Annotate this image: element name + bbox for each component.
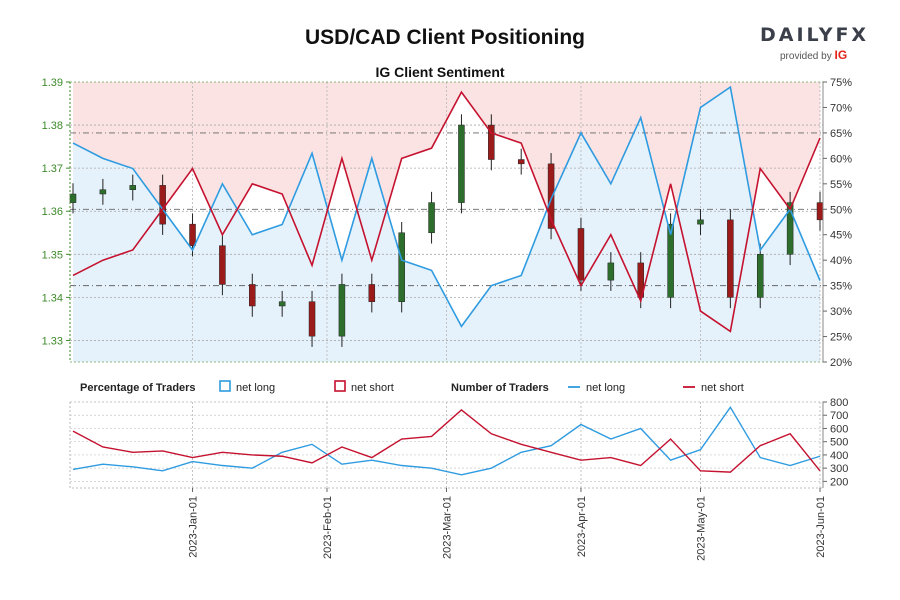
candle-body — [637, 262, 644, 298]
candle-body — [577, 228, 585, 281]
sentiment-tick-label: 65% — [830, 128, 852, 140]
traders-tick-label: 300 — [830, 463, 848, 475]
price-tick-label: 1.36 — [42, 206, 63, 218]
sentiment-tick-label: 75% — [830, 77, 852, 89]
candle-body — [727, 219, 734, 298]
price-tick-label: 1.38 — [42, 120, 63, 132]
candle-body — [428, 202, 435, 234]
candle-body — [129, 185, 137, 190]
sentiment-tick-label: 50% — [830, 204, 852, 216]
traders-tick-label: 700 — [830, 410, 848, 422]
brand-sub: provided by IG — [760, 48, 870, 62]
dailyfx-logo: DAILYFX provided by IG — [760, 24, 870, 62]
x-tick-label: 2023-Mar-01 — [442, 496, 454, 559]
price-tick-label: 1.35 — [42, 249, 63, 261]
legend-pct-title: Percentage of Traders — [80, 382, 196, 394]
sentiment-tick-label: 30% — [830, 306, 852, 318]
candle-body — [398, 232, 405, 302]
candle-body — [69, 193, 77, 203]
brand-provided: provided by — [780, 51, 832, 62]
x-tick-label: 2023-Feb-01 — [322, 496, 334, 559]
sentiment-tick-label: 45% — [830, 230, 852, 242]
net-long-pct-line — [72, 85, 821, 328]
brand-main: DAILYFX — [760, 24, 870, 46]
legend-num-long-label: net long — [586, 382, 625, 394]
x-axis: 2023-Jan-01 2023-Feb-01 2023-Mar-01 2023-Ap… — [188, 488, 827, 561]
sentiment-tick-label: 40% — [830, 255, 852, 267]
traders-net-short-line — [72, 409, 821, 473]
sentiment-tick-label: 60% — [830, 153, 852, 165]
candle-body — [338, 284, 346, 337]
candle-body — [368, 284, 376, 302]
candle-body — [547, 163, 555, 229]
candle-body — [697, 219, 704, 225]
sentiment-tick-label: 55% — [830, 179, 852, 191]
candle-body — [308, 301, 316, 337]
candle-body — [756, 254, 764, 298]
x-tick-label: 2023-Apr-01 — [576, 496, 588, 557]
candle-body — [99, 189, 107, 195]
traders-net-long-line — [72, 406, 821, 476]
sentiment-tick-label: 35% — [830, 281, 852, 293]
candle-body — [189, 223, 196, 246]
traders-tick-label: 800 — [830, 397, 848, 409]
price-tick-label: 1.34 — [42, 292, 63, 304]
candle-body — [219, 245, 226, 285]
candle-body — [488, 124, 495, 160]
legend-pct-short-label: net short — [351, 382, 394, 394]
price-tick-label: 1.33 — [42, 335, 63, 347]
legend-num-title: Number of Traders — [451, 382, 549, 394]
legend-num-short-label: net short — [701, 382, 744, 394]
traders-tick-label: 500 — [830, 437, 848, 449]
candle-body — [786, 202, 794, 255]
legend-pct-short-swatch — [334, 380, 346, 392]
sentiment-tick-label: 25% — [830, 332, 852, 344]
legend: Percentage of Traders net long net short Nu… — [80, 380, 744, 394]
x-tick-label: 2023-Jan-01 — [188, 496, 200, 558]
price-tick-label: 1.37 — [42, 163, 63, 175]
price-tick-label: 1.39 — [42, 77, 63, 89]
candle-body — [458, 124, 465, 203]
candle-body — [249, 284, 256, 307]
sentiment-tick-label: 20% — [830, 357, 852, 369]
net-short-pct-line — [72, 90, 821, 333]
candle-body — [667, 223, 674, 298]
x-tick-label: 2023-Jun-01 — [815, 496, 827, 558]
candle-body — [159, 185, 166, 225]
net-long-area — [73, 87, 820, 362]
traders-tick-label: 600 — [830, 423, 848, 435]
legend-pct-long-swatch — [219, 380, 231, 392]
sentiment-tick-label: 70% — [830, 102, 852, 114]
brand-ig: IG — [834, 48, 848, 62]
candle-body — [816, 202, 824, 221]
candle-body — [607, 262, 615, 281]
x-tick-label: 2023-May-01 — [695, 496, 707, 561]
candle-body — [278, 301, 286, 307]
candle-body — [517, 159, 525, 165]
traders-tick-label: 400 — [830, 450, 848, 462]
chart-title: USD/CAD Client Positioning — [305, 26, 585, 49]
main-panel: 1.33 1.34 1.35 1.36 1.37 1.38 1.39 20% 25% 30% 35%… — [42, 77, 853, 369]
traders-tick-label: 200 — [830, 476, 848, 488]
legend-pct-long-label: net long — [236, 382, 275, 394]
chart-subtitle: IG Client Sentiment — [375, 64, 505, 80]
